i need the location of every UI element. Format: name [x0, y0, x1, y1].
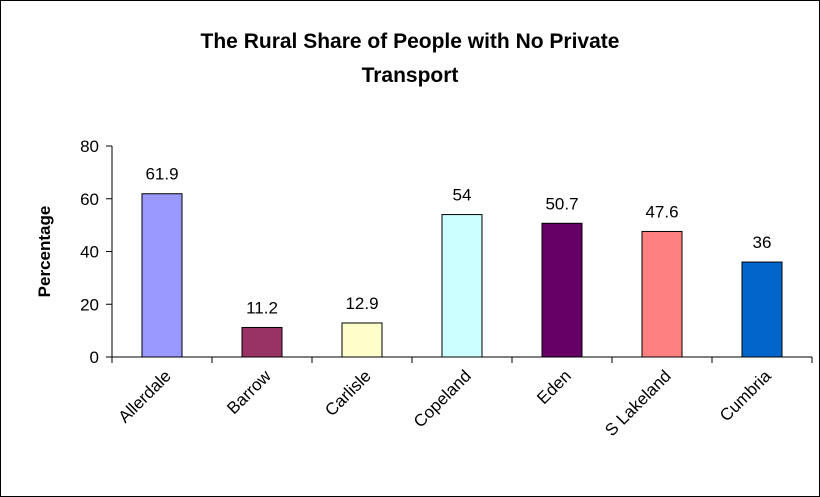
data-label: 11.2 — [246, 298, 278, 317]
x-tick-label: Copeland — [410, 366, 475, 431]
data-label: 47.6 — [645, 202, 678, 221]
data-label: 61.9 — [145, 165, 178, 184]
chart-title-line-1: The Rural Share of People with No Privat… — [200, 30, 620, 53]
data-label: 54 — [453, 186, 472, 205]
x-tick-label: Eden — [533, 366, 575, 408]
bar-cumbria — [741, 261, 783, 358]
y-tick-label: 80 — [80, 137, 99, 156]
bars — [141, 193, 783, 358]
bar-allerdale — [141, 193, 183, 358]
data-label: 36 — [753, 233, 772, 252]
y-tick-label: 40 — [80, 243, 99, 262]
x-tick-label: Allerdale — [115, 366, 175, 426]
bar-eden — [541, 222, 583, 358]
y-tick-label: 0 — [90, 348, 99, 367]
bar-carlisle — [341, 322, 383, 358]
bar-copeland — [441, 214, 483, 358]
y-tick-label: 20 — [80, 295, 99, 314]
y-axis-label: Percentage — [35, 206, 54, 298]
axes: 0 20 40 60 80 Percentage — [35, 137, 813, 367]
x-tick-label: Barrow — [223, 366, 275, 418]
bar-s-lakeland — [641, 230, 683, 358]
bar-barrow — [241, 326, 283, 358]
data-label: 12.9 — [345, 294, 378, 313]
chart-title-line-2: Transport — [361, 64, 459, 87]
x-tick-label: Cumbria — [716, 366, 775, 425]
x-tick-label: S Lakeland — [601, 366, 675, 440]
x-tick-label: Carlisle — [321, 366, 375, 420]
y-tick-label: 60 — [80, 190, 99, 209]
data-label: 50.7 — [545, 194, 578, 213]
